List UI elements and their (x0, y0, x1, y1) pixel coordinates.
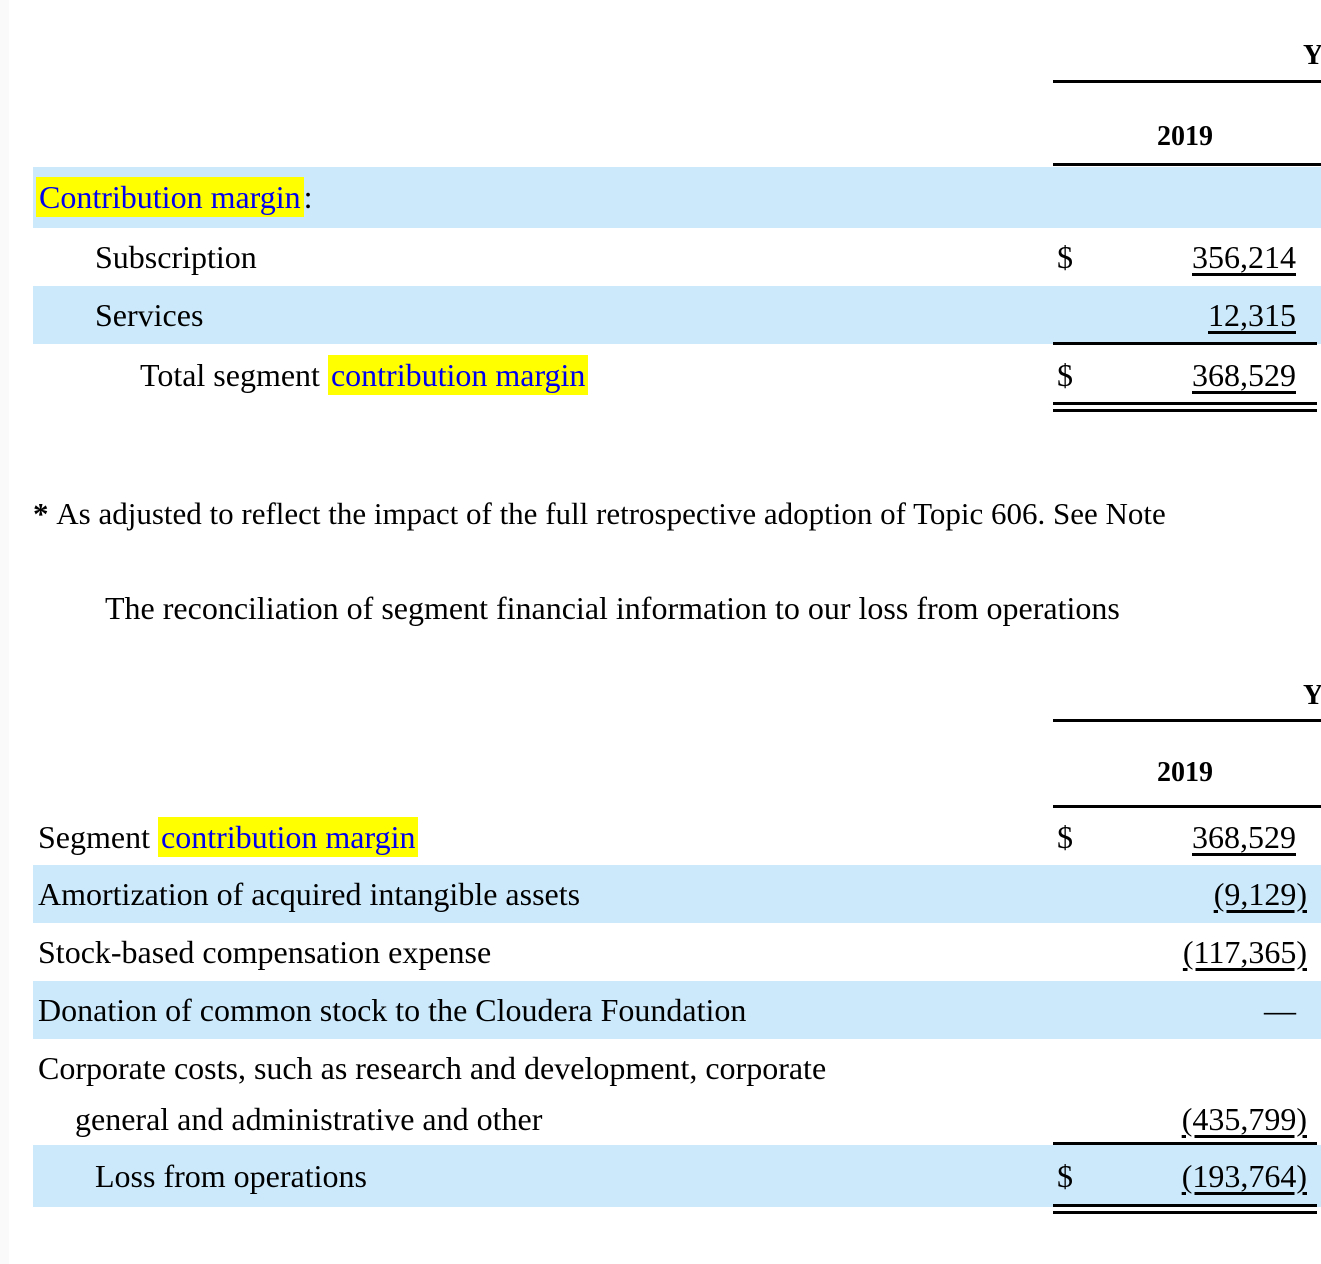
table1-header-rule (1053, 80, 1321, 83)
table-row (33, 865, 1321, 923)
section-label: Contribution margin: (36, 167, 313, 228)
table-row (33, 981, 1321, 1039)
table1-double-rule-bottom (1053, 409, 1317, 412)
table-row (33, 286, 1321, 344)
page-left-margin (0, 0, 9, 1264)
row-value: (435,799) (1181, 1101, 1307, 1137)
total-value: 368,529 (1192, 357, 1296, 393)
row-label-line1: Corporate costs, such as research and de… (38, 1050, 827, 1086)
currency-symbol: $ (1057, 239, 1073, 275)
row-value: 12,315 (1208, 297, 1296, 333)
table1-double-rule-top (1053, 402, 1317, 405)
total-value: (193,764) (1181, 1158, 1307, 1194)
row-label-prefix: Segment (38, 819, 158, 855)
currency-symbol: $ (1057, 1158, 1073, 1194)
table-row: Stock-based compensation expense (117,36… (0, 923, 1321, 981)
row-label-line2: general and administrative and other (75, 1101, 543, 1137)
row-value: 368,529 (1192, 819, 1296, 855)
row-label: Services (95, 297, 204, 333)
table1-year-header: 2019 (1157, 121, 1213, 152)
total-label: Total segment contribution margin (140, 345, 589, 405)
row-value: (117,365) (1182, 934, 1307, 970)
row-label: Subscription (95, 239, 257, 275)
row-value: (9,129) (1213, 876, 1307, 912)
row-value: — (1264, 992, 1296, 1028)
table-row: Total segment contribution margin $ 368,… (0, 345, 1321, 405)
footnote-text: As adjusted to reflect the impact of the… (56, 496, 1166, 531)
highlighted-term: contribution margin (157, 817, 419, 857)
table1-year-rule (1053, 163, 1321, 166)
table1-period-header: Y (1303, 40, 1321, 71)
highlighted-term: contribution margin (327, 355, 589, 395)
footnote: * As adjusted to reflect the impact of t… (33, 492, 1166, 536)
row-label: Donation of common stock to the Cloudera… (38, 992, 747, 1028)
table2-double-rule-bottom (1053, 1211, 1317, 1214)
table-row: Segment contribution margin $ 368,529 (0, 810, 1321, 865)
table-row (33, 1145, 1321, 1207)
footnote-marker: * (33, 496, 49, 531)
table2-header-rule (1053, 719, 1321, 722)
table1-total-top-rule (1053, 342, 1317, 345)
total-label-prefix: Total segment (140, 357, 328, 393)
table-row: Corporate costs, such as research and de… (0, 1039, 1321, 1142)
table2-year-header: 2019 (1157, 757, 1213, 788)
currency-symbol: $ (1057, 819, 1073, 855)
table2-double-rule-top (1053, 1204, 1317, 1207)
intro-paragraph: The reconciliation of segment financial … (105, 590, 1120, 626)
table2-total-top-rule (1053, 1142, 1317, 1145)
row-label: Stock-based compensation expense (38, 934, 492, 970)
row-label: Amortization of acquired intangible asse… (38, 876, 581, 912)
row-value: 356,214 (1192, 239, 1296, 275)
currency-symbol: $ (1057, 357, 1073, 393)
section-colon: : (303, 179, 313, 215)
table2-year-rule (1053, 805, 1321, 808)
row-label: Segment contribution margin (38, 810, 419, 865)
row-label: Loss from operations (95, 1158, 367, 1194)
table2-period-header: Y (1303, 680, 1321, 711)
table-row: Subscription $ 356,214 (0, 228, 1321, 286)
highlighted-term: Contribution margin (36, 177, 304, 217)
